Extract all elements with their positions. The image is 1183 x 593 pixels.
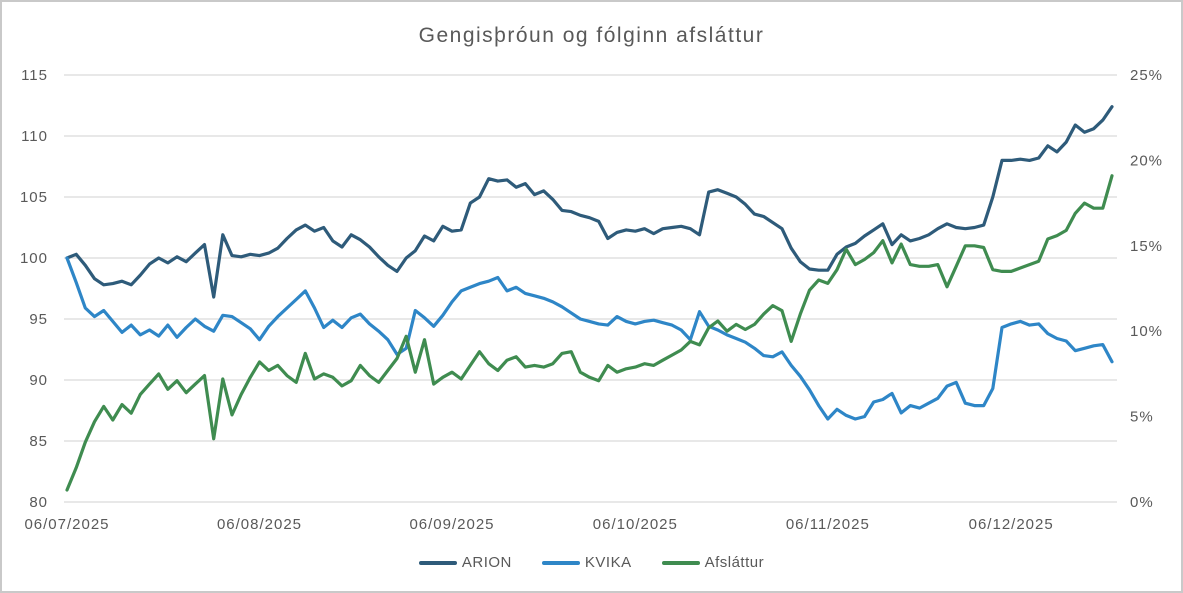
left-axis-tick-label: 95: [29, 311, 48, 328]
x-axis-tick-label: 06/08/2025: [217, 516, 302, 533]
left-axis-tick-label: 100: [20, 250, 48, 267]
afslattur-line-swatch: [661, 560, 700, 565]
legend-label-kvika: KVIKA: [584, 554, 632, 571]
x-axis-tick-label: 06/07/2025: [24, 516, 109, 533]
left-axis-tick-label: 110: [21, 128, 48, 145]
x-axis-tick-label: 06/11/2025: [786, 516, 870, 533]
arion-line-swatch: [418, 560, 457, 565]
right-axis-tick-label: 15%: [1130, 238, 1163, 255]
right-axis-tick-label: 10%: [1130, 323, 1163, 340]
right-axis-tick-label: 0%: [1130, 494, 1154, 511]
chart-title: Gengisþróun og fólginn afsláttur: [418, 24, 765, 47]
left-axis-tick-label: 105: [20, 189, 48, 206]
kvika-line-swatch: [541, 560, 580, 565]
right-axis-tick-label: 25%: [1130, 67, 1163, 84]
left-axis-tick-label: 90: [29, 372, 48, 389]
legend-label-arion: ARION: [461, 554, 512, 571]
right-axis-tick-label: 20%: [1130, 152, 1163, 169]
x-axis-tick-label: 06/10/2025: [593, 516, 678, 533]
chart-legend: ARION KVIKA Afsláttur: [2, 554, 1181, 571]
kvika-line: [65, 256, 1114, 421]
legend-item-arion: ARION: [418, 554, 512, 571]
left-axis-tick-label: 85: [29, 433, 48, 450]
legend-label-afslattur: Afsláttur: [704, 554, 765, 571]
right-axis-tick-label: 5%: [1130, 409, 1154, 426]
legend-item-afslattur: Afsláttur: [661, 554, 765, 571]
legend-item-kvika: KVIKA: [541, 554, 632, 571]
left-axis-tick-label: 115: [21, 67, 48, 84]
left-axis-tick-label: 80: [29, 494, 48, 511]
arion-line: [65, 105, 1114, 299]
x-axis-tick-label: 06/12/2025: [969, 516, 1054, 533]
afslttur-line: [65, 174, 1114, 492]
x-axis-tick-label: 06/09/2025: [409, 516, 494, 533]
